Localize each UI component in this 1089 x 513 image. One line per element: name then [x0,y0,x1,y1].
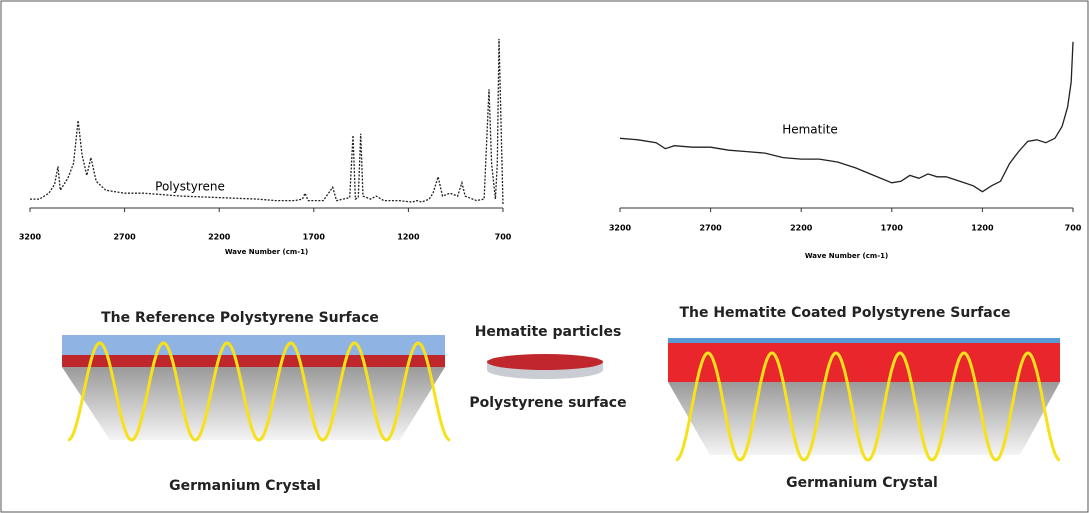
diagram-label: Germanium Crystal [786,475,938,491]
x-tick-label: 2700 [113,233,136,242]
x-tick-label: 1700 [303,233,326,242]
crystal [668,382,1060,455]
x-tick-label: 1700 [881,224,904,233]
diagram-label: Germanium Crystal [169,478,321,494]
x-tick-label: 1200 [971,224,994,233]
spectrum-line [30,38,504,206]
x-axis-title: Wave Number (cm-1) [805,252,888,260]
disc-top [487,354,603,370]
x-tick-label: 2200 [790,224,813,233]
x-axis-title: Wave Number (cm-1) [225,248,308,256]
x-tick-label: 700 [495,233,512,242]
x-tick-label: 1200 [397,233,420,242]
hematite-layer [668,343,1060,382]
x-tick-label: 3200 [19,233,42,242]
x-tick-label: 2200 [208,233,231,242]
polystyrene-layer [62,335,445,355]
spectrum-line [619,41,1074,193]
interface-layer [62,355,445,367]
light-wave [675,351,1061,462]
x-tick-label: 2700 [699,224,722,233]
series-label: Polystyrene [155,180,225,194]
light-wave [67,341,451,442]
diagram-title: The Hematite Coated Polystyrene Surface [679,305,1010,321]
x-tick-label: 3200 [609,224,632,233]
diagram-label: Hematite particles [475,324,622,340]
polystyrene-layer [668,338,1060,343]
diagram-title: The Reference Polystyrene Surface [101,310,379,326]
series-label: Hematite [782,123,838,137]
x-tick-label: 700 [1065,224,1082,233]
diagram-label: Polystyrene surface [469,395,626,411]
crystal [62,367,445,440]
